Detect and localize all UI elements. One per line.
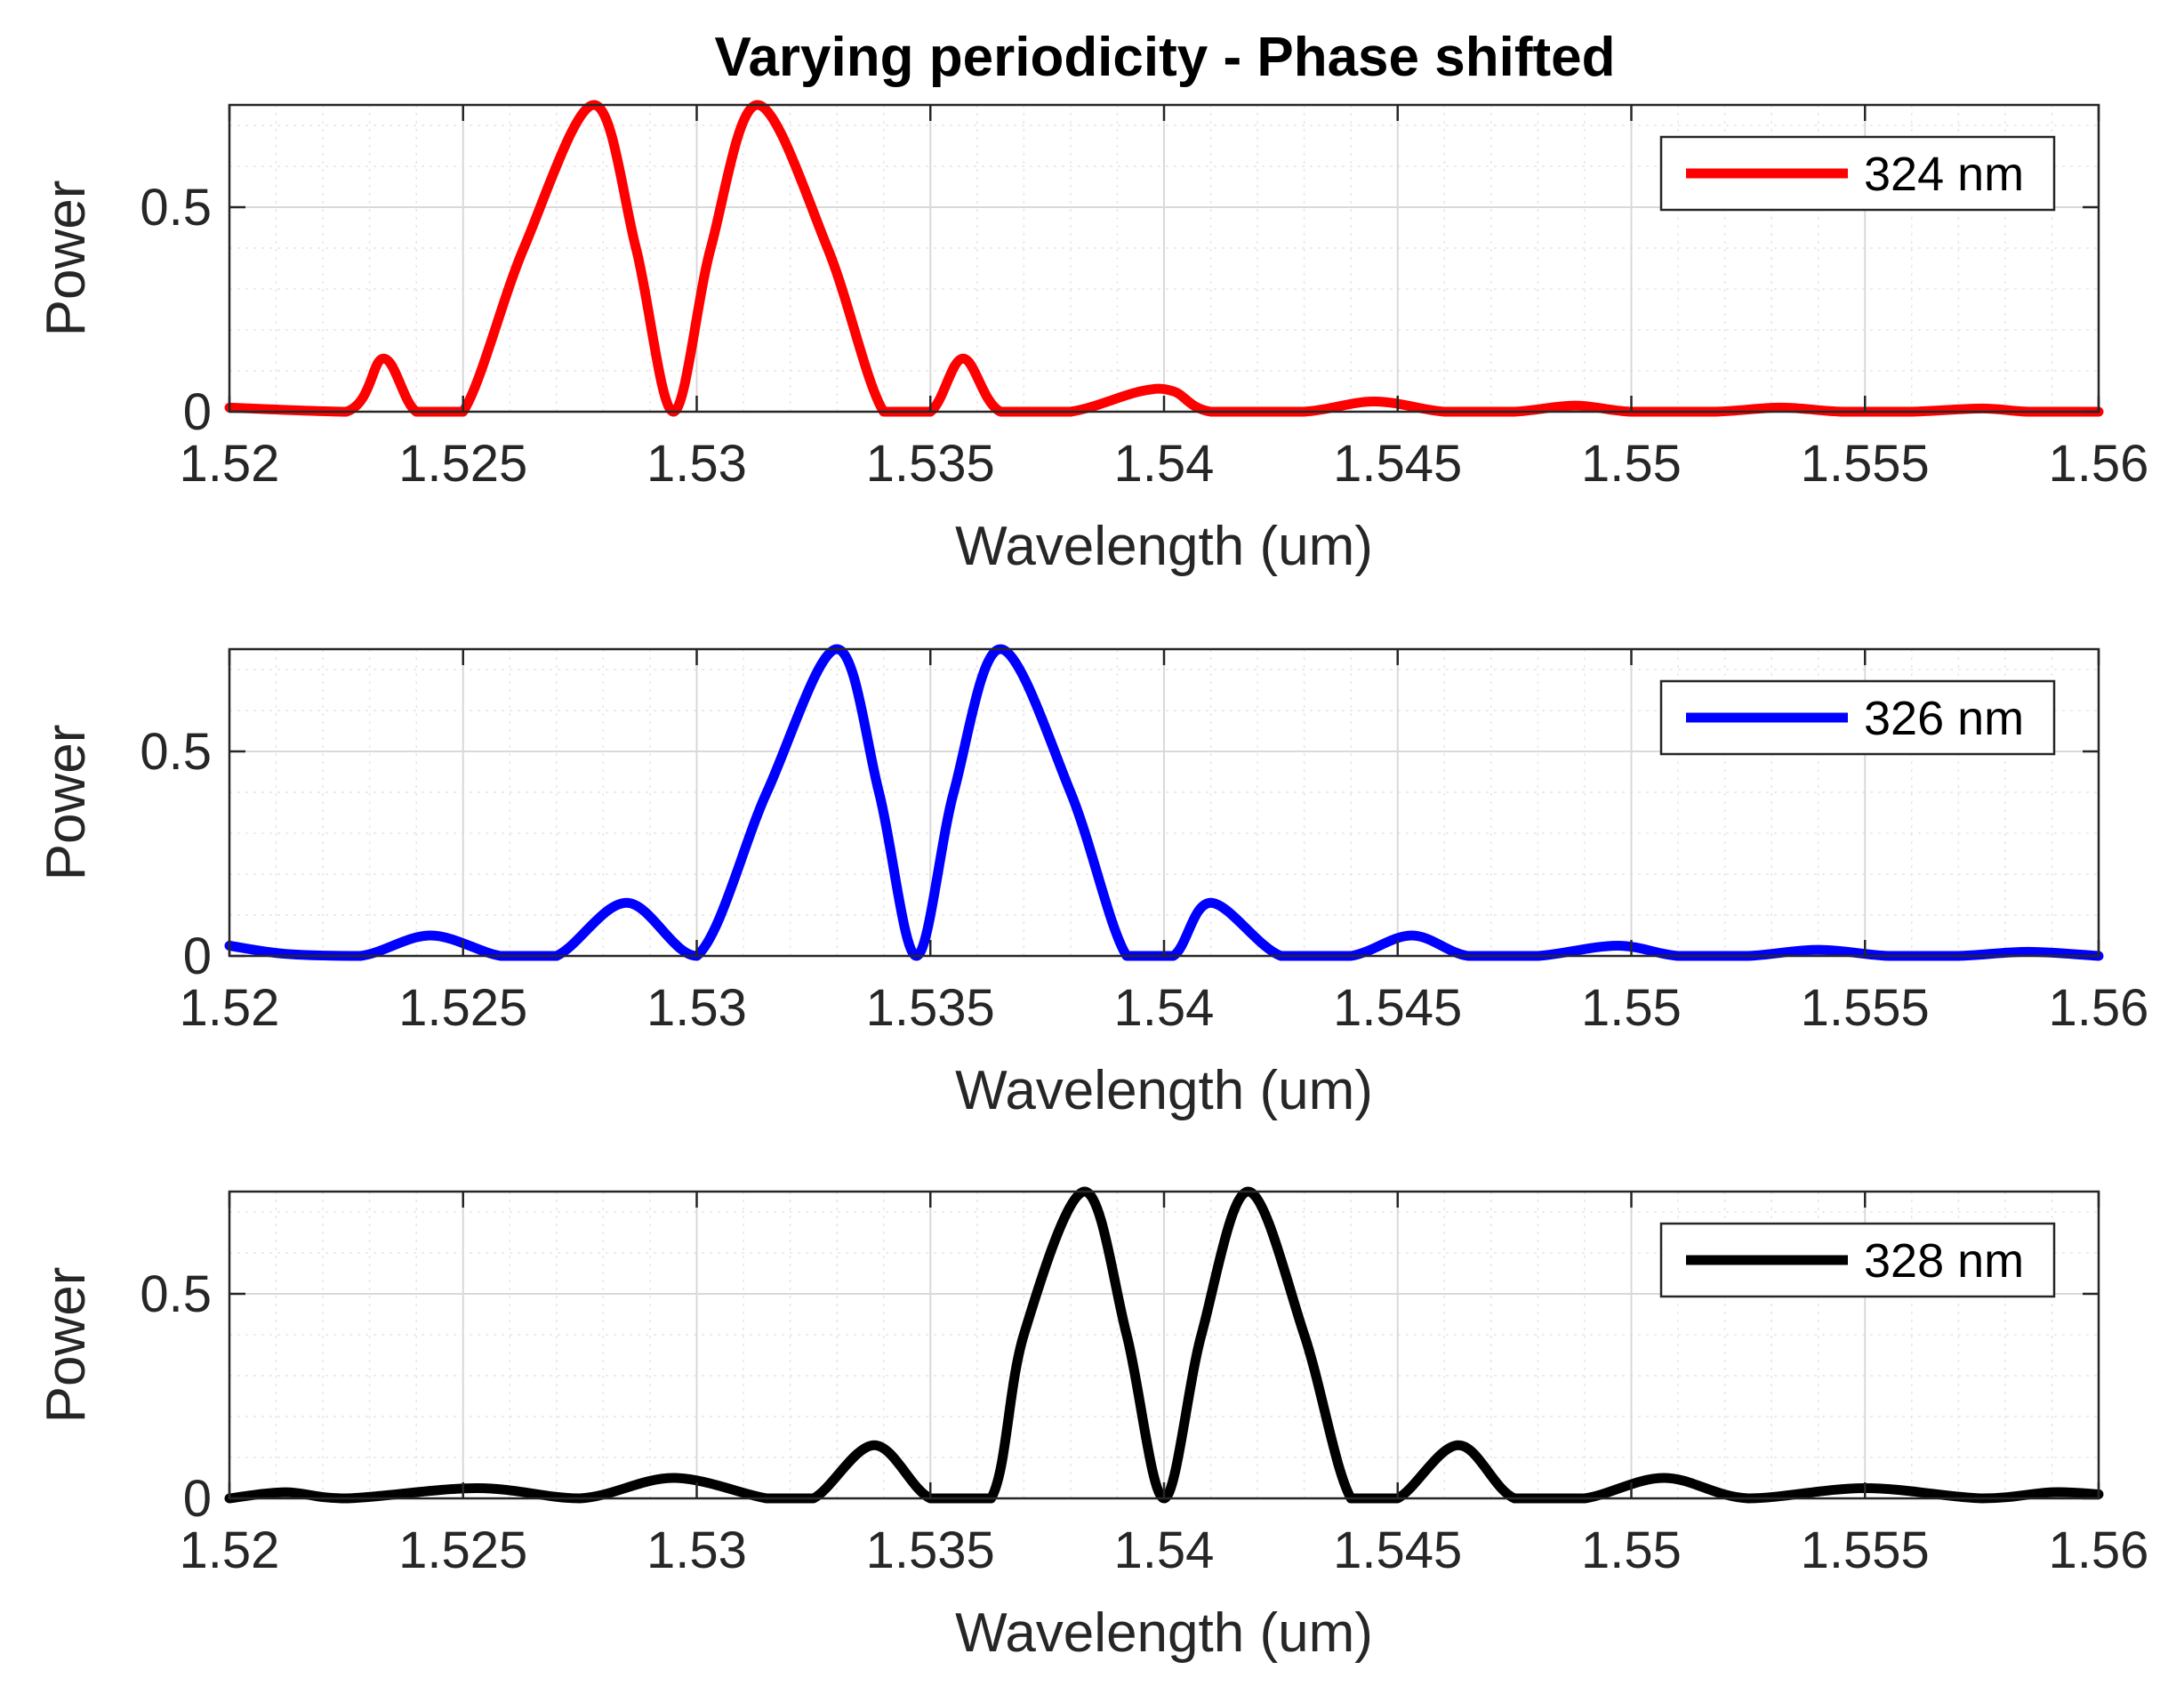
x-tick-label: 1.53 (646, 435, 747, 493)
subplot-panels: 1.52 1.525 1.53 1.535 1.54 1.545 1.55 1.555 1.56… (36, 100, 2149, 1664)
x-axis-label: Wavelength (um) (955, 1602, 1373, 1664)
x-tick-label: 1.535 (866, 435, 995, 493)
legend: 328 nm (1659, 1222, 2056, 1298)
subplot-3: 1.52 1.525 1.53 1.535 1.54 1.545 1.55 1.555 1.56… (36, 1186, 2149, 1664)
x-tick-label: 1.525 (398, 435, 527, 493)
x-tick-label: 1.52 (180, 1521, 280, 1579)
x-tick-label: 1.54 (1114, 1521, 1215, 1579)
x-tick-label: 1.54 (1114, 435, 1215, 493)
x-tick-label: 1.54 (1114, 979, 1215, 1037)
y-tick-label: 0.5 (140, 723, 212, 781)
x-axis-label: Wavelength (um) (955, 516, 1373, 577)
y-axis-label: Power (36, 725, 97, 881)
x-tick-label: 1.555 (1801, 1521, 1930, 1579)
x-tick-label: 1.56 (2049, 1521, 2149, 1579)
x-tick-label: 1.56 (2049, 979, 2149, 1037)
legend-label: 326 nm (1864, 692, 2024, 745)
x-tick-label: 1.535 (866, 979, 995, 1037)
x-tick-label: 1.545 (1333, 979, 1462, 1037)
x-tick-label: 1.545 (1333, 435, 1462, 493)
x-tick-label: 1.52 (180, 435, 280, 493)
x-tick-label: 1.555 (1801, 435, 1930, 493)
x-tick-label: 1.545 (1333, 1521, 1462, 1579)
y-tick-label: 0.5 (140, 1265, 212, 1323)
x-tick-label: 1.55 (1581, 435, 1682, 493)
x-tick-label: 1.525 (398, 1521, 527, 1579)
subplot-1: 1.52 1.525 1.53 1.535 1.54 1.545 1.55 1.555 1.56… (36, 100, 2149, 577)
y-axis-label: Power (36, 1267, 97, 1424)
legend-label: 324 nm (1864, 148, 2024, 201)
y-tick-label: 0 (183, 1470, 212, 1528)
legend: 324 nm (1659, 135, 2056, 212)
x-tick-label: 1.525 (398, 979, 527, 1037)
x-tick-label: 1.555 (1801, 979, 1930, 1037)
x-tick-label: 1.55 (1581, 1521, 1682, 1579)
y-tick-label: 0 (183, 383, 212, 441)
x-tick-label: 1.53 (646, 1521, 747, 1579)
chart-title: Varying periodicity - Phase shifted (715, 27, 1616, 88)
y-tick-label: 0 (183, 927, 212, 985)
y-axis-label: Power (36, 181, 97, 337)
x-tick-label: 1.53 (646, 979, 747, 1037)
legend-label: 328 nm (1864, 1234, 2024, 1288)
x-tick-label: 1.535 (866, 1521, 995, 1579)
y-tick-label: 0.5 (140, 179, 212, 237)
x-axis-label: Wavelength (um) (955, 1060, 1373, 1121)
x-tick-label: 1.55 (1581, 979, 1682, 1037)
legend: 326 nm (1659, 679, 2056, 756)
x-tick-label: 1.52 (180, 979, 280, 1037)
x-tick-label: 1.56 (2049, 435, 2149, 493)
subplot-2: 1.52 1.525 1.53 1.535 1.54 1.545 1.55 1.555 1.56… (36, 644, 2149, 1121)
